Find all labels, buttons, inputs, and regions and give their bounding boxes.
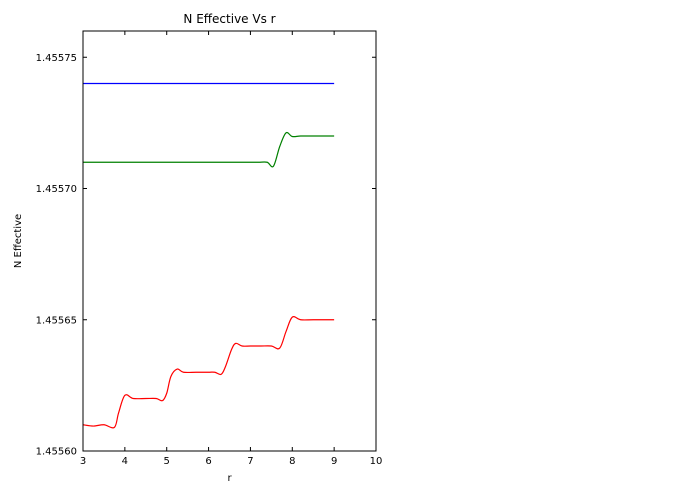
plot-background [83, 31, 376, 451]
x-tick-label: 3 [80, 456, 86, 467]
series-line-3 [82, 316, 335, 429]
y-tick-label: 1.45570 [36, 184, 77, 195]
y-tick-label: 1.45575 [36, 53, 77, 64]
y-tick-label: 1.45565 [36, 315, 77, 326]
x-tick-label: 10 [370, 456, 383, 467]
series-layer [82, 82, 335, 429]
plot-frame [82, 30, 377, 452]
x-tick-label: 9 [331, 456, 337, 467]
x-tick-label: 5 [164, 456, 170, 467]
y-tick-label: 1.45560 [36, 447, 77, 458]
x-tick-label: 6 [205, 456, 211, 467]
chart-title: N Effective Vs r [183, 12, 275, 26]
series-line-2 [83, 131, 335, 168]
ticks-layer: 3 4 5 6 7 8 9 10 1.45560 1.45565 1.45570 1.45575 [36, 31, 383, 467]
x-tick-label: 4 [122, 456, 128, 467]
y-axis-label: N Effective [13, 214, 24, 268]
x-axis-label: r [227, 473, 232, 484]
x-tick-label: 8 [289, 456, 295, 467]
x-tick-label: 7 [247, 456, 253, 467]
